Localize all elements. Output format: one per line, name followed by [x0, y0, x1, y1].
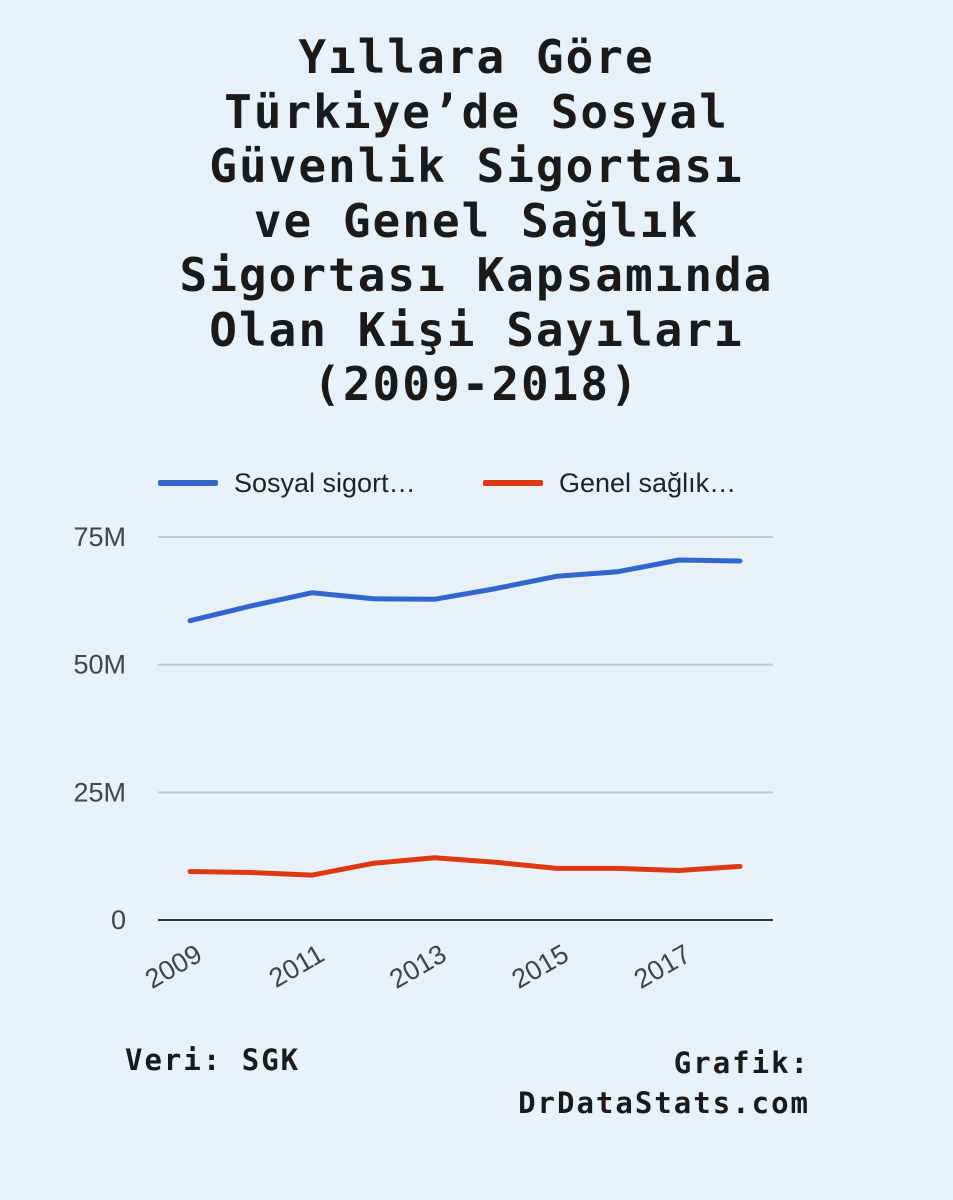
- series-2-point-2015[interactable]: [554, 866, 559, 871]
- legend-label-series-1: Sosyal sigort…: [234, 467, 416, 498]
- series-1-point-2011[interactable]: [310, 590, 315, 595]
- series-layer: [187, 557, 743, 878]
- series-2-point-2014[interactable]: [493, 860, 498, 865]
- credit-line-1: Grafik:: [673, 1046, 810, 1080]
- series-2-point-2011[interactable]: [310, 873, 315, 878]
- y-tick-label: 25M: [73, 777, 126, 807]
- series-1-point-2009[interactable]: [188, 618, 193, 623]
- credit-note: Grafik: DrDataStats.com: [518, 1043, 810, 1123]
- series-2-point-2017[interactable]: [676, 868, 681, 873]
- x-tick-label: 2015: [507, 939, 574, 995]
- legend-label-series-2: Genel sağlık…: [559, 467, 737, 498]
- line-chart: 0 25M 50M 75M 2009 2011 2013 2015 2017: [73, 522, 773, 995]
- series-2-point-2018[interactable]: [738, 864, 743, 869]
- y-tick-label: 50M: [73, 650, 126, 680]
- series-line-1[interactable]: [187, 557, 743, 624]
- series-1-point-2010[interactable]: [249, 603, 254, 608]
- series-1-point-2014[interactable]: [493, 586, 498, 591]
- x-tick-label: 2013: [384, 939, 451, 995]
- y-tick-label: 0: [111, 905, 126, 935]
- legend-swatch-series-2: [483, 480, 543, 486]
- source-note: Veri: SGK: [125, 1043, 301, 1077]
- legend-item-series-2[interactable]: Genel sağlık…: [483, 465, 736, 501]
- series-2-point-2009[interactable]: [188, 869, 193, 874]
- series-1-point-2015[interactable]: [554, 574, 559, 579]
- series-2-point-2013[interactable]: [432, 855, 437, 860]
- x-axis-tick-labels: 2009 2011 2013 2015 2017: [140, 939, 696, 995]
- y-axis-tick-labels: 0 25M 50M 75M: [73, 522, 126, 935]
- series-1-point-2018[interactable]: [738, 559, 743, 564]
- series-1-point-2016[interactable]: [615, 569, 620, 574]
- series-1-point-2012[interactable]: [371, 596, 376, 601]
- series-1-point-2017[interactable]: [676, 558, 681, 563]
- series-1-point-2013[interactable]: [432, 597, 437, 602]
- x-tick-label: 2009: [140, 939, 207, 995]
- series-2-point-2010[interactable]: [249, 870, 254, 875]
- legend-item-series-1[interactable]: Sosyal sigort…: [158, 465, 416, 501]
- x-tick-label: 2017: [629, 939, 696, 995]
- credit-line-2: DrDataStats.com: [518, 1086, 810, 1120]
- legend-swatch-series-1: [158, 480, 218, 486]
- y-tick-label: 75M: [73, 522, 126, 552]
- x-tick-label: 2011: [264, 939, 329, 994]
- series-2-point-2012[interactable]: [371, 861, 376, 866]
- series-line-2[interactable]: [187, 855, 743, 878]
- chart-title: Yıllara Göre Türkiye’de Sosyal Güvenlik …: [179, 30, 774, 411]
- grid-layer: [158, 536, 773, 921]
- series-2-point-2016[interactable]: [615, 866, 620, 871]
